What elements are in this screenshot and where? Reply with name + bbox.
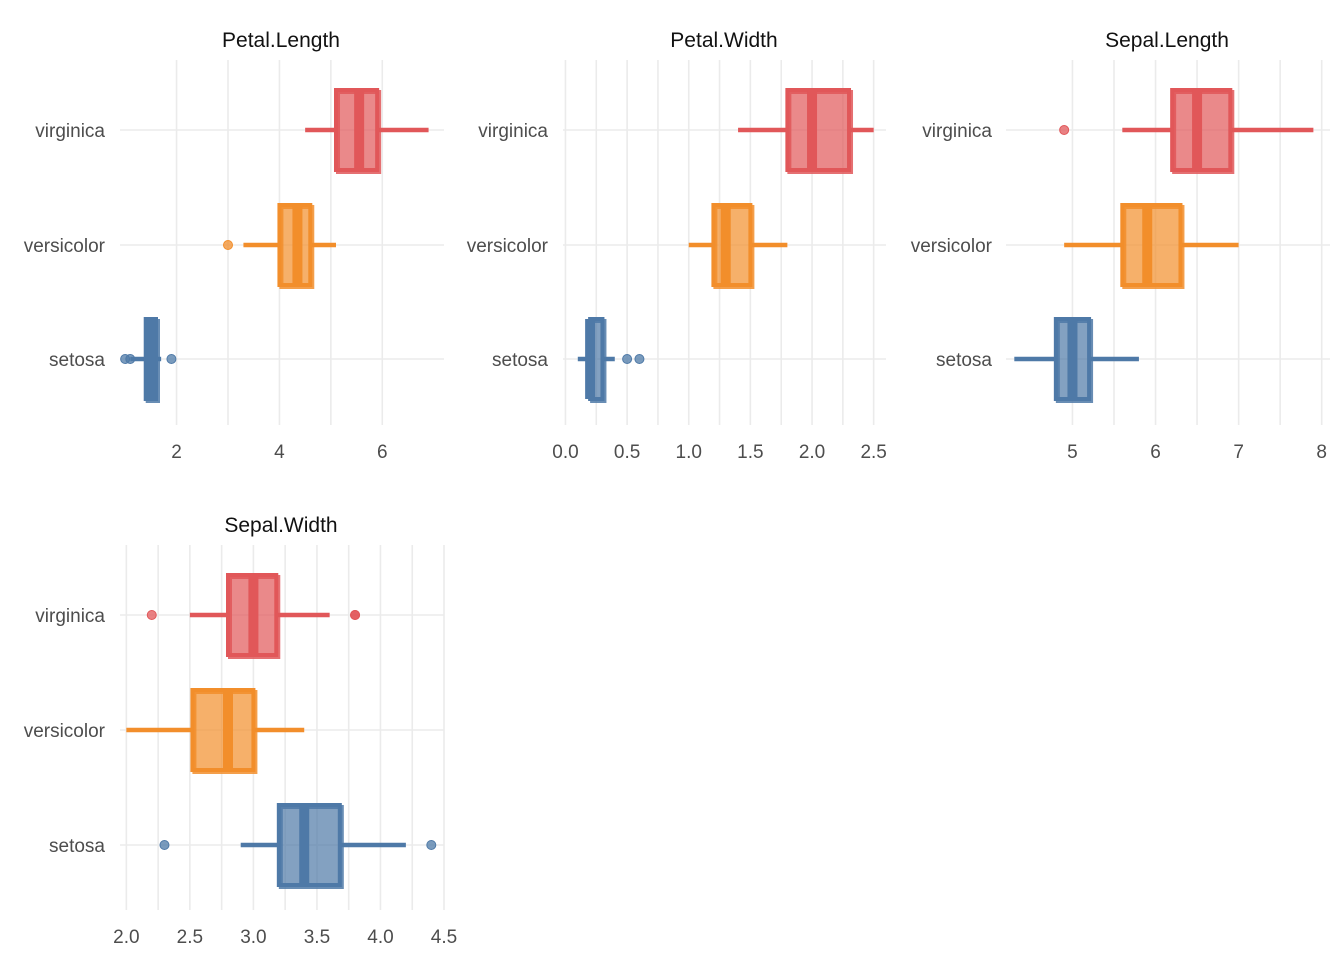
x-tick-label: 3.0 <box>240 927 266 948</box>
category-label-versicolor: versicolor <box>911 236 993 257</box>
panel-title: Sepal.Width <box>224 514 337 537</box>
x-tick-label: 4.0 <box>367 927 393 948</box>
box-iqr <box>711 203 753 287</box>
panel-sepal-width: Sepal.Width virginica versicolor setosa 2.0 2… <box>24 514 458 948</box>
category-label-setosa: setosa <box>492 350 548 371</box>
box-iqr <box>190 688 256 772</box>
x-tick-label: 4.5 <box>431 927 457 948</box>
x-tick-label: 6 <box>1150 442 1161 463</box>
x-tick-label: 2.5 <box>177 927 203 948</box>
x-tick-label: 6 <box>377 442 388 463</box>
box-setosa <box>1014 317 1139 403</box>
panel-sepal-length: Sepal.Length virginica versicolor setosa 5 6 7… <box>911 29 1330 463</box>
outlier-point <box>166 354 177 364</box>
box-iqr <box>276 803 342 887</box>
x-tick-label: 2.0 <box>799 442 825 463</box>
panel-title: Petal.Width <box>670 29 777 52</box>
category-label-versicolor: versicolor <box>467 236 549 257</box>
category-label-virginica: virginica <box>35 121 105 142</box>
box-versicolor <box>126 688 305 774</box>
category-label-versicolor: versicolor <box>24 721 106 742</box>
outlier-point <box>223 240 233 250</box>
outlier-point <box>622 354 633 364</box>
x-tick-label: 1.5 <box>737 442 763 463</box>
x-tick-label: 2.5 <box>860 442 886 463</box>
box-virginica <box>305 88 429 174</box>
box-iqr <box>785 88 852 172</box>
outlier-point <box>1059 125 1070 135</box>
category-label-setosa: setosa <box>49 350 105 371</box>
box-virginica <box>738 88 874 174</box>
x-tick-label: 4 <box>274 442 285 463</box>
outlier-point <box>125 354 136 364</box>
x-tick-label: 1.0 <box>676 442 702 463</box>
x-tick-label: 0.0 <box>552 442 578 463</box>
box-virginica <box>1059 88 1314 174</box>
outlier-point <box>350 610 361 620</box>
x-tick-label: 2 <box>171 442 182 463</box>
outlier-point <box>634 354 645 364</box>
category-label-versicolor: versicolor <box>24 236 106 257</box>
category-label-virginica: virginica <box>35 606 105 627</box>
x-tick-label: 7 <box>1233 442 1244 463</box>
category-label-setosa: setosa <box>936 350 992 371</box>
outlier-point <box>426 840 437 850</box>
category-label-virginica: virginica <box>478 121 548 142</box>
outlier-point <box>159 840 170 850</box>
x-tick-label: 5 <box>1067 442 1078 463</box>
x-tick-label: 8 <box>1316 442 1327 463</box>
panel-title: Sepal.Length <box>1105 29 1229 52</box>
panel-title: Petal.Length <box>222 29 340 52</box>
outlier-point <box>146 610 157 620</box>
box-virginica <box>146 573 361 659</box>
box-versicolor <box>1064 203 1239 289</box>
x-tick-label: 0.5 <box>614 442 640 463</box>
category-label-virginica: virginica <box>922 121 992 142</box>
x-tick-label: 2.0 <box>113 927 139 948</box>
box-versicolor <box>688 203 788 289</box>
box-setosa <box>159 803 437 889</box>
box-versicolor <box>223 203 336 289</box>
panel-petal-length: Petal.Length virginica versicolor setosa 2 4 6 <box>24 29 444 463</box>
category-label-setosa: setosa <box>49 836 105 857</box>
x-tick-label: 3.5 <box>304 927 330 948</box>
box-setosa <box>577 317 645 403</box>
box-setosa <box>120 317 177 403</box>
panel-petal-width: Petal.Width virginica versicolor setosa 0.0 0… <box>467 29 887 463</box>
